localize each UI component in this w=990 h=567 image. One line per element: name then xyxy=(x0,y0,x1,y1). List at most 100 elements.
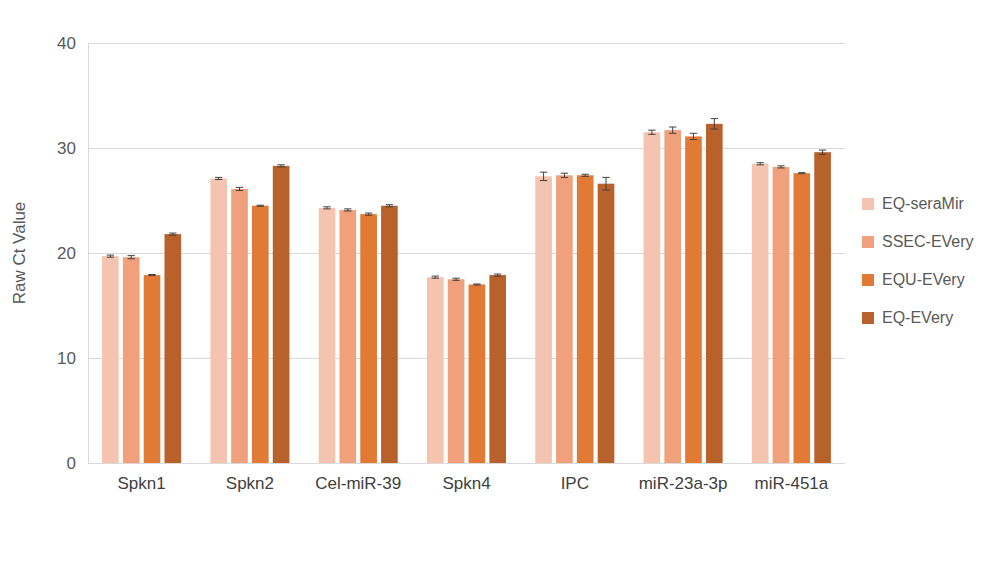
error-bar xyxy=(128,256,135,259)
legend-swatch xyxy=(862,274,874,286)
legend: EQ-seraMir SSEC-EVery EQU-EVery EQ-EVery xyxy=(862,195,974,326)
bar xyxy=(535,176,552,463)
grid-line xyxy=(88,43,845,44)
legend-item: EQU-EVery xyxy=(862,271,965,288)
x-tick-label: Spkn4 xyxy=(442,474,490,493)
bar xyxy=(793,173,810,463)
x-tick: Spkn2 xyxy=(226,474,274,493)
bar xyxy=(427,277,444,463)
grid-line xyxy=(88,358,845,359)
bar xyxy=(469,285,486,464)
error-bar xyxy=(344,209,351,211)
error-bar xyxy=(494,274,501,276)
bar xyxy=(164,234,181,463)
plot: 0 10 20 30 40 Spkn1 Spkn2 Cel-miR-39 Spkn4 IPC miR… xyxy=(57,34,845,493)
y-axis-title: Raw Ct Value xyxy=(10,202,29,305)
bar xyxy=(706,124,723,463)
bar xyxy=(577,175,594,463)
x-tick-label: Cel-miR-39 xyxy=(315,474,401,493)
y-axis: 0 10 20 30 40 xyxy=(57,34,845,473)
error-bar xyxy=(386,205,393,207)
error-bar xyxy=(757,163,764,165)
x-tick-label: miR-451a xyxy=(755,474,829,493)
error-bar xyxy=(711,119,718,130)
x-tick: Spkn1 xyxy=(118,474,166,493)
bar xyxy=(773,167,790,463)
error-bar xyxy=(432,276,439,278)
x-tick-label: miR-23a-3p xyxy=(639,474,728,493)
x-tick: miR-451a xyxy=(755,474,829,493)
legend-label: SSEC-EVery xyxy=(882,233,974,250)
error-bar xyxy=(561,173,568,177)
error-bar xyxy=(798,173,805,174)
y-axis-line xyxy=(89,44,846,464)
error-bar xyxy=(669,127,676,133)
error-bar xyxy=(690,133,697,139)
x-tick-label: IPC xyxy=(561,474,589,493)
x-axis: Spkn1 Spkn2 Cel-miR-39 Spkn4 IPC miR-23a-3p mi… xyxy=(118,474,829,493)
legend-label: EQU-EVery xyxy=(882,271,965,288)
error-bar xyxy=(582,174,589,176)
bar xyxy=(210,178,227,463)
bar-series xyxy=(164,119,830,463)
legend-label: EQ-seraMir xyxy=(882,195,964,212)
bar xyxy=(644,132,661,463)
error-bar xyxy=(107,255,114,257)
legend-item: EQ-EVery xyxy=(862,309,953,326)
x-tick: Cel-miR-39 xyxy=(315,474,401,493)
error-bar xyxy=(169,233,176,235)
x-tick-label: Spkn1 xyxy=(118,474,166,493)
bar xyxy=(319,208,336,463)
error-bar xyxy=(257,205,264,206)
error-bar xyxy=(277,165,284,167)
y-tick-label: 30 xyxy=(57,139,76,158)
x-tick: Spkn4 xyxy=(442,474,490,493)
chart: 0 10 20 30 40 Spkn1 Spkn2 Cel-miR-39 Spkn4 IPC miR… xyxy=(0,0,990,567)
error-bar xyxy=(148,275,155,276)
y-tick-label: 40 xyxy=(57,34,76,53)
error-bar xyxy=(540,172,547,180)
error-bar xyxy=(819,150,826,154)
legend-label: EQ-EVery xyxy=(882,309,953,326)
legend-swatch xyxy=(862,236,874,248)
bar xyxy=(814,152,831,463)
error-bar xyxy=(777,166,784,168)
error-bar xyxy=(236,187,243,190)
bar xyxy=(102,256,119,463)
error-bar xyxy=(452,278,459,280)
legend-item: EQ-seraMir xyxy=(862,195,964,212)
bars xyxy=(102,119,831,463)
bar xyxy=(231,189,248,463)
grid-line xyxy=(88,253,845,254)
error-bar xyxy=(215,177,222,179)
y-tick: 40 xyxy=(57,34,845,53)
x-tick: miR-23a-3p xyxy=(639,474,728,493)
legend-swatch xyxy=(862,198,874,210)
bar xyxy=(144,275,161,463)
bar xyxy=(252,206,269,463)
bar xyxy=(685,136,702,463)
y-tick-label: 20 xyxy=(57,244,76,263)
legend-swatch xyxy=(862,312,874,324)
error-bar xyxy=(648,130,655,134)
grid-line xyxy=(88,463,845,464)
error-bar xyxy=(473,284,480,285)
bar xyxy=(752,164,769,463)
y-tick-label: 10 xyxy=(57,349,76,368)
bar xyxy=(381,206,398,463)
error-bar xyxy=(365,213,372,215)
bar xyxy=(489,275,506,463)
bar xyxy=(360,214,377,463)
bar xyxy=(664,130,681,463)
bar xyxy=(556,175,573,463)
bar-series xyxy=(102,130,768,463)
bar xyxy=(448,279,465,463)
y-tick-label: 0 xyxy=(67,454,76,473)
bar xyxy=(598,184,615,463)
bar xyxy=(339,210,356,463)
error-bar xyxy=(323,207,330,209)
y-tick: 30 xyxy=(57,139,845,158)
x-tick-label: Spkn2 xyxy=(226,474,274,493)
x-tick: IPC xyxy=(561,474,589,493)
grid-line xyxy=(88,148,845,149)
